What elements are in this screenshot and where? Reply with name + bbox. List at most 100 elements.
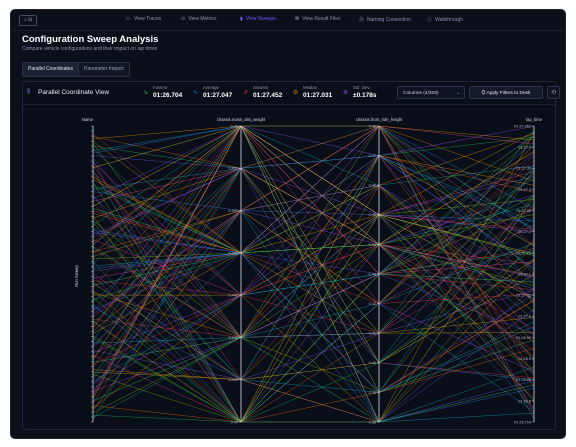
chart-icon: 🗠 — [126, 16, 132, 22]
tick-label: 01:26.95 — [516, 336, 531, 340]
sweep-line — [92, 239, 535, 423]
sweep-line — [92, 168, 535, 423]
sweep-line — [92, 131, 535, 423]
nav-view-sweeps[interactable]: ▮ View Sweeps — [240, 16, 276, 22]
std-dev-icon: ≋ — [343, 90, 349, 96]
sweep-line — [92, 214, 535, 413]
tick-label: 0.46 — [369, 184, 376, 188]
sweep-line — [92, 133, 535, 423]
sweep-line — [92, 167, 535, 400]
sweep-line — [92, 155, 535, 338]
app-window: ⌂ ⊟ 🗠 View Traces ⊙ View Metrics ▮ View Swe… — [11, 10, 565, 438]
stat-label: Std. Dev. — [353, 85, 371, 90]
apply-filters-button[interactable]: ⛭ Apply Filters to Desk — [469, 86, 543, 99]
sweep-line — [92, 141, 535, 358]
tick-label: 0.44 — [231, 420, 238, 424]
tick-label: 0.443 — [228, 378, 238, 382]
tick-label: 01:26.8 — [518, 399, 531, 403]
info-icon: ⓘ — [427, 17, 433, 23]
sweep-line — [92, 274, 535, 380]
sweep-line — [92, 125, 535, 393]
chevron-down-icon: ⌄ — [455, 91, 460, 96]
tick-label: 0.42 — [369, 302, 376, 306]
sweep-line — [92, 153, 535, 392]
tab-parameter-impact[interactable]: Parameter Impact — [84, 66, 124, 72]
sweep-line — [92, 125, 535, 338]
sweep-line — [92, 184, 535, 334]
sweep-line — [92, 125, 535, 317]
sweep-line — [92, 259, 535, 423]
nav-label: Naming Convention — [367, 17, 411, 23]
tick-label: 01:27.0 — [518, 315, 531, 319]
parallel-coordinates-chart[interactable]: Name chassis.mass_dist_weight 0.46 0.457 0.4… — [23, 106, 555, 428]
stat-value: 01:27.047 — [203, 92, 233, 99]
axis-label: chassis.mass_dist_weight — [217, 117, 266, 122]
tick-label: 01:26.85 — [516, 378, 531, 382]
view-tabs: Parallel Coordinates Parameter Impact — [22, 62, 130, 77]
tick-label: 01:27.2 — [518, 230, 531, 234]
sweep-line — [92, 125, 535, 255]
sweep-line — [92, 244, 535, 287]
tag-icon: ⓪ — [359, 17, 365, 23]
stat-value: 01:27.452 — [253, 92, 283, 99]
sweep-line — [92, 144, 535, 411]
tick-label: 0.47 — [369, 154, 376, 158]
panel-header: ⫼ Parallel Coordinate View ⇘ Fastest 01:… — [23, 82, 560, 105]
nav-label: View Result Files — [302, 16, 341, 22]
tick-label: 0.449 — [228, 294, 238, 298]
columns-select[interactable]: Columns (4/328) ⌄ — [397, 86, 465, 99]
stat-value: ±0.178s — [353, 92, 377, 99]
sweep-line — [92, 199, 535, 423]
nav-naming-convention[interactable]: ⓪ Naming Convention — [359, 16, 411, 23]
tick-label: 0.43 — [369, 272, 376, 276]
tab-parallel-coordinates[interactable]: Parallel Coordinates — [23, 63, 80, 76]
sweep-line — [92, 207, 535, 380]
sweep-line — [92, 155, 535, 338]
stat-value: 01:27.031 — [303, 92, 333, 99]
stat-value: 01:26.704 — [153, 92, 183, 99]
sweep-line — [92, 168, 535, 334]
nav-walkthrough[interactable]: ⓘ Walkthrough — [427, 16, 463, 23]
sweep-line — [92, 125, 535, 404]
sweep-line — [92, 125, 535, 394]
axis-label: lap_time — [526, 117, 542, 122]
sweep-line — [92, 141, 535, 382]
columns-select-value: Columns (4/328) — [403, 91, 439, 96]
sweep-line — [92, 184, 535, 389]
gauge-icon: ⊙ — [181, 16, 186, 22]
sweep-line — [92, 155, 535, 421]
tick-label: 0.40 — [369, 361, 376, 365]
nav-view-traces[interactable]: 🗠 View Traces — [126, 16, 161, 24]
sweep-line — [92, 205, 535, 338]
tick-label: 01:27.25 — [516, 209, 531, 213]
tick-label: 0.48 — [369, 124, 376, 128]
tick-label: 0.45 — [369, 213, 376, 217]
sweep-line — [92, 179, 535, 334]
sweep-line — [92, 191, 535, 381]
axis-label: chassis.front_ride_height — [356, 117, 403, 122]
sweep-line — [92, 210, 535, 346]
nav-label: View Traces — [134, 16, 162, 22]
tick-label: 0.457 — [228, 167, 238, 171]
reset-button[interactable]: ⟲ — [547, 86, 560, 99]
database-icon: ⛃ — [295, 16, 300, 22]
sweep-line — [92, 129, 535, 418]
nav-view-metrics[interactable]: ⊙ View Metrics — [181, 16, 216, 22]
sidebar-toggle-button[interactable]: ⌂ ⊟ — [19, 15, 37, 26]
sweep-line — [92, 125, 535, 415]
sweep-line — [92, 214, 535, 402]
tick-label: 01:27.4 — [518, 146, 531, 150]
page-title: Configuration Sweep Analysis — [22, 34, 159, 45]
sweep-line — [92, 125, 535, 341]
parallel-coordinates-panel: ⫼ Parallel Coordinate View ⇘ Fastest 01:… — [22, 81, 560, 430]
tick-label: 0.452 — [228, 251, 238, 255]
series-lines — [92, 125, 535, 423]
tick-label: 0.44 — [369, 243, 376, 247]
trend-down-icon: ⇘ — [143, 90, 149, 96]
sweep-line — [92, 167, 535, 423]
filter-icon: ⛭ — [481, 91, 487, 96]
sweep-line — [92, 136, 535, 423]
tick-label: 01:27.452 — [514, 124, 531, 128]
sweep-line — [92, 252, 535, 393]
nav-view-result-files[interactable]: ⛃ View Result Files — [295, 16, 340, 22]
